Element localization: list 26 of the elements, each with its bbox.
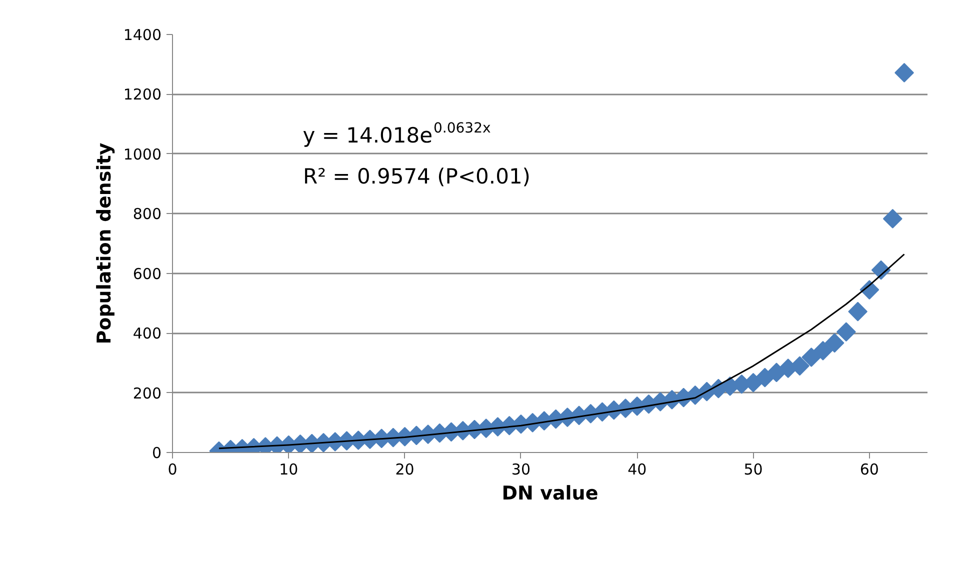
point	[802, 348, 822, 367]
x-tick-label: 20	[395, 460, 414, 478]
annotation: R² = 0.9574 (P<0.01)	[302, 164, 530, 188]
x-tick-label: 40	[628, 460, 647, 478]
point	[882, 209, 902, 228]
point	[836, 322, 856, 342]
point	[824, 333, 844, 353]
x-tick-label: 60	[860, 460, 879, 478]
point	[848, 302, 868, 322]
x-tick-label: 0	[168, 460, 178, 478]
y-tick-label: 600	[132, 264, 162, 283]
point	[894, 63, 914, 82]
point	[813, 340, 833, 360]
x-tick-label: 10	[279, 460, 298, 478]
y-axis-title: Population density	[93, 142, 116, 344]
x-axis-title: DN value	[502, 482, 598, 504]
point	[755, 368, 775, 388]
x-tick-label: 30	[511, 460, 531, 478]
x-tick-label: 50	[744, 460, 763, 478]
y-tick-label: 1200	[123, 86, 162, 104]
y-tick-label: 800	[132, 205, 162, 224]
y-tick-label: 400	[132, 324, 162, 343]
y-tick-label: 0	[152, 444, 162, 462]
y-tick-label: 1000	[123, 145, 162, 164]
y-tick-label: 1400	[123, 26, 162, 44]
y-tick-label: 200	[132, 384, 162, 402]
